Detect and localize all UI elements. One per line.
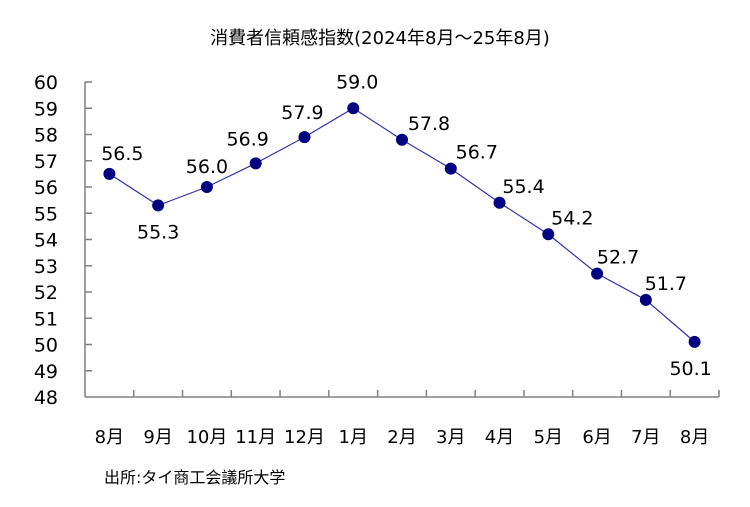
y-tick-label: 48 [34,387,58,409]
x-tick-label: 12月 [284,427,325,448]
data-label: 57.9 [281,102,323,124]
data-point [249,157,262,170]
y-tick-label: 56 [34,177,58,199]
y-tick-label: 55 [34,203,58,225]
data-point [396,133,408,146]
y-tick-label: 49 [34,361,58,383]
data-point [688,335,701,348]
data-label: 59.0 [336,71,378,93]
x-tick-label: 10月 [186,427,227,448]
data-label: 56.9 [227,128,269,150]
data-point [542,228,555,241]
data-point [152,199,165,212]
data-point [103,167,116,180]
data-label: 57.8 [408,113,450,135]
data-label: 50.1 [669,358,711,380]
y-tick-label: 54 [34,230,58,252]
data-point [298,131,311,144]
source-note: 出所:タイ商工会議所大学 [104,468,285,487]
y-tick-label: 53 [34,256,58,278]
x-tick-label: 2月 [387,427,416,448]
x-tick-label: 11月 [235,427,276,448]
data-point [639,293,652,306]
data-label: 55.3 [137,221,179,243]
data-label: 52.7 [597,247,639,269]
x-tick-label: 4月 [485,427,514,448]
x-tick-label: 6月 [582,427,611,448]
y-tick-label: 52 [34,282,58,304]
data-label: 56.0 [186,156,228,178]
x-tick-label: 7月 [631,427,660,448]
data-label: 51.7 [645,273,687,295]
data-point [444,162,457,175]
y-tick-label: 51 [34,308,58,330]
x-tick-label: 8月 [680,427,709,448]
data-label: 54.2 [551,207,593,229]
y-tick-label: 60 [34,72,58,94]
data-label: 55.4 [502,176,544,198]
data-label: 56.5 [101,143,143,165]
y-tick-label: 57 [34,151,58,173]
x-tick-label: 9月 [143,427,172,448]
data-point [200,181,213,193]
x-tick-label: 1月 [339,427,368,448]
x-tick-label: 8月 [95,427,124,448]
y-tick-label: 50 [34,335,58,357]
data-point [591,267,604,280]
data-point [347,102,360,115]
data-point [493,196,506,209]
y-tick-label: 59 [34,98,58,120]
x-tick-label: 5月 [534,427,563,448]
chart-title: 消費者信頼感指数(2024年8月～25年8月) [210,28,550,49]
data-label: 56.7 [456,142,498,164]
y-tick-label: 58 [34,125,58,147]
x-tick-label: 3月 [436,427,465,448]
